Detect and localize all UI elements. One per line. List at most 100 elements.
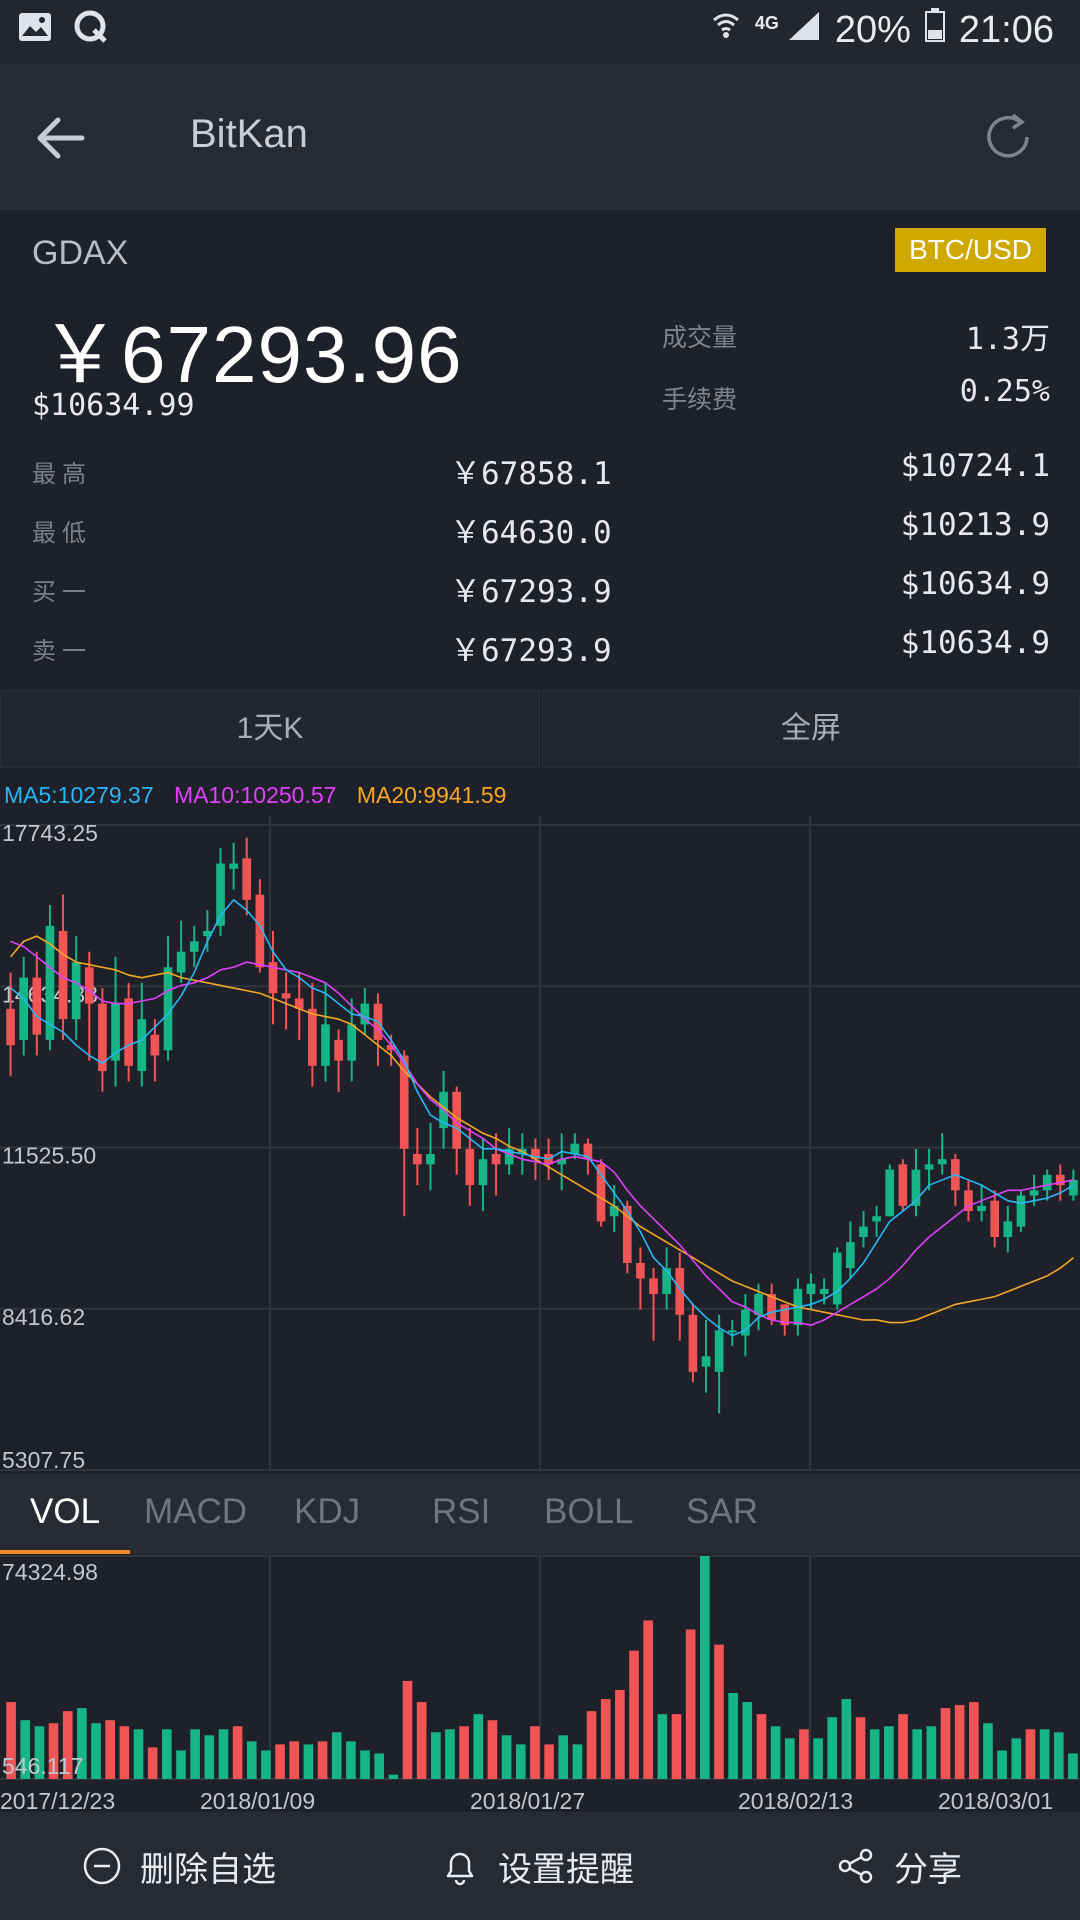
ma-legend: MA5:10279.37 MA10:10250.57 MA20:9941.59 (4, 782, 520, 809)
candle-body (71, 962, 81, 1020)
volume-bar (572, 1744, 583, 1779)
candle-body (203, 930, 212, 937)
remove-watchlist-label: 删除自选 (140, 1850, 276, 1889)
candle-body (1069, 1179, 1078, 1196)
candle-body (45, 925, 55, 1040)
volume-bar (685, 1629, 696, 1779)
volume-bar (6, 1702, 16, 1779)
candle-body (846, 1242, 855, 1269)
tab-macd[interactable]: MACD (144, 1492, 248, 1531)
period-tab[interactable]: 1天K (0, 690, 540, 768)
candle-body (189, 941, 199, 952)
high-cny: ￥67858.1 (450, 456, 612, 492)
volume-chart[interactable]: 74324.98 546.117 2017/12/23 2018/01/09 2018/… (0, 1554, 1080, 1812)
volume-bar (700, 1556, 710, 1779)
candle-body (124, 998, 133, 1066)
candle-body (859, 1226, 868, 1237)
candle-body (1042, 1174, 1052, 1191)
tab-sar[interactable]: SAR (686, 1492, 758, 1531)
low-usd: $10213.9 (900, 507, 1050, 543)
back-button[interactable] (30, 106, 94, 170)
volume-bar (473, 1714, 484, 1779)
x-tick-label: 2018/03/01 (938, 1788, 1053, 1812)
volume-bar (969, 1702, 979, 1779)
share-button[interactable]: 分享 (836, 1812, 962, 1920)
ask-cny: ￥67293.9 (450, 633, 612, 669)
volume-bar (629, 1650, 639, 1779)
volume-bar (246, 1741, 257, 1779)
candle-body (98, 1003, 107, 1072)
tab-kdj[interactable]: KDJ (294, 1492, 361, 1531)
candle-body (754, 1294, 763, 1315)
candle-body (478, 1159, 488, 1186)
y-tick-label: 546.117 (2, 1753, 83, 1779)
volume-bar (388, 1774, 399, 1779)
candle-body (662, 1268, 671, 1295)
high-usd: $10724.1 (900, 448, 1050, 484)
set-alert-button[interactable]: 设置提醒 (440, 1812, 634, 1920)
candle-body (281, 993, 291, 999)
pair-badge[interactable]: BTC/USD (895, 228, 1046, 272)
candle-body (531, 1148, 540, 1160)
volume-bar (360, 1750, 370, 1779)
volume-bar (190, 1729, 200, 1779)
refresh-button[interactable] (980, 108, 1038, 166)
volume-bar (77, 1708, 87, 1779)
volume-bar (671, 1714, 682, 1779)
tab-vol[interactable]: VOL (30, 1492, 101, 1531)
volume-bar (162, 1729, 172, 1779)
volume-bar (218, 1729, 229, 1779)
volume-bar (289, 1741, 300, 1779)
volume-bar (147, 1747, 158, 1779)
volume-bar (600, 1699, 611, 1779)
candle-body (557, 1159, 567, 1165)
candle-body (137, 1019, 147, 1072)
volume-bar (558, 1735, 569, 1779)
volume-bar (884, 1726, 894, 1779)
volume-bar (1068, 1753, 1078, 1779)
candle-body (347, 1024, 357, 1061)
volume-bar (643, 1620, 653, 1779)
tab-rsi[interactable]: RSI (432, 1492, 491, 1531)
y-tick-label: 11525.50 (2, 1143, 96, 1169)
candle-body (452, 1091, 462, 1149)
volume-bar (232, 1726, 243, 1779)
clock: 21:06 (958, 8, 1054, 51)
volume-bar (62, 1711, 73, 1779)
candle-body (977, 1205, 986, 1212)
ma20-legend: MA20:9941.59 (356, 782, 507, 808)
candle-body (413, 1154, 422, 1165)
bottom-action-bar: 删除自选 设置提醒 分享 (0, 1812, 1080, 1920)
volume-bar (275, 1744, 285, 1779)
candle-body (832, 1252, 842, 1305)
candle-body (780, 1304, 790, 1326)
refresh-icon (987, 113, 1029, 158)
volume-bar (898, 1714, 908, 1779)
candle-body (426, 1154, 435, 1165)
candle-body (609, 1205, 619, 1217)
candle-body (386, 1045, 396, 1051)
candle-body (334, 1039, 343, 1061)
volume-bar (445, 1729, 455, 1779)
volume-bar (827, 1717, 838, 1779)
volume-bar (48, 1723, 59, 1779)
fullscreen-tab[interactable]: 全屏 (542, 690, 1080, 768)
y-tick-label: 74324.98 (2, 1559, 98, 1585)
candle-body (924, 1164, 934, 1170)
candle-body (1055, 1174, 1065, 1186)
status-bar: 4G 20% 21:06 (0, 0, 1080, 64)
bell-icon (446, 1852, 474, 1886)
candle-body (150, 1034, 160, 1056)
remove-watchlist-button[interactable]: 删除自选 (82, 1812, 276, 1920)
volume-bar (714, 1644, 724, 1779)
candle-body (360, 1003, 370, 1025)
indicator-tabs: VOL MACD KDJ RSI BOLL SAR (0, 1474, 1080, 1554)
candle-body (701, 1356, 711, 1367)
candle-body (176, 951, 186, 973)
tab-boll[interactable]: BOLL (544, 1492, 634, 1531)
volume-bar (615, 1689, 625, 1779)
fee-label: 手续费 (662, 386, 738, 414)
volume-bar (346, 1741, 356, 1779)
candle-body (714, 1330, 724, 1372)
